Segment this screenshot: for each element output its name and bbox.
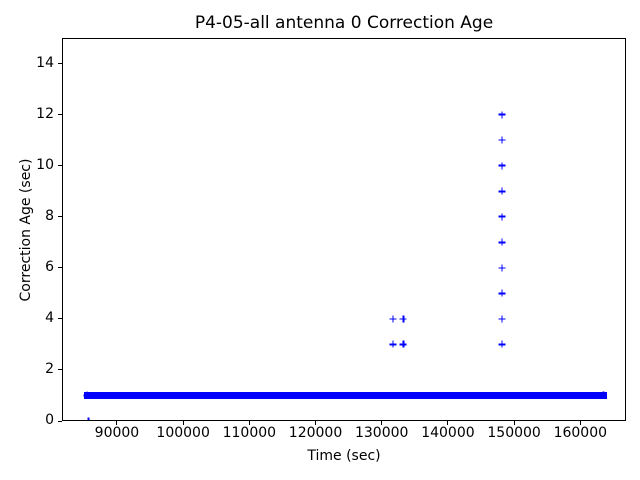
- data-point-marker: [498, 340, 506, 348]
- band-end-marker: [83, 391, 91, 399]
- data-point-marker: [498, 111, 506, 119]
- y-tick-label: 12: [36, 105, 54, 122]
- x-tick-label: 130000: [354, 425, 409, 441]
- data-point-marker: [389, 315, 397, 323]
- data-point-marker: [498, 213, 506, 221]
- dense-marker-band: [83, 391, 607, 399]
- plot-area: [62, 38, 626, 421]
- y-tick-label: 0: [45, 412, 54, 429]
- chart-title: P4-05-all antenna 0 Correction Age: [194, 13, 494, 33]
- x-tick-label: 120000: [288, 425, 343, 441]
- x-tick-label: 100000: [156, 425, 210, 441]
- data-point-marker: [498, 289, 506, 297]
- y-tick-mark: [58, 63, 62, 65]
- y-tick-mark: [58, 420, 62, 422]
- x-tick-label: 160000: [553, 425, 608, 441]
- x-axis-label: Time (sec): [307, 448, 381, 464]
- x-tick-mark: [447, 421, 449, 425]
- x-tick-mark: [116, 421, 118, 425]
- data-point-marker: [84, 417, 92, 421]
- x-tick-label: 90000: [94, 425, 140, 441]
- x-tick-mark: [381, 421, 383, 425]
- data-point-marker: [498, 315, 506, 323]
- y-tick-mark: [58, 165, 62, 167]
- data-point-marker: [498, 264, 506, 272]
- y-tick-label: 4: [45, 310, 54, 327]
- x-tick-mark: [513, 421, 515, 425]
- data-point-marker: [399, 315, 407, 323]
- x-tick-mark: [579, 421, 581, 425]
- y-tick-mark: [58, 216, 62, 218]
- band-end-marker: [599, 391, 607, 399]
- y-tick-label: 14: [36, 54, 54, 71]
- x-tick-mark: [315, 421, 317, 425]
- y-tick-mark: [58, 114, 62, 116]
- y-tick-label: 10: [36, 156, 54, 173]
- y-tick-mark: [58, 267, 62, 269]
- x-tick-mark: [248, 421, 250, 425]
- x-tick-label: 110000: [222, 425, 277, 441]
- data-point-marker: [498, 238, 506, 246]
- y-tick-label: 2: [45, 361, 54, 378]
- data-point-marker: [498, 162, 506, 170]
- data-point-marker: [399, 340, 407, 348]
- x-tick-label: 150000: [487, 425, 541, 441]
- y-tick-label: 8: [45, 207, 54, 224]
- x-tick-mark: [182, 421, 184, 425]
- y-tick-mark: [58, 318, 62, 320]
- x-tick-label: 140000: [421, 425, 475, 441]
- y-tick-label: 6: [45, 258, 54, 275]
- data-point-marker: [389, 340, 397, 348]
- y-axis-label: Correction Age (sec): [18, 158, 34, 302]
- y-tick-mark: [58, 369, 62, 371]
- data-point-marker: [498, 187, 506, 195]
- data-point-marker: [498, 136, 506, 144]
